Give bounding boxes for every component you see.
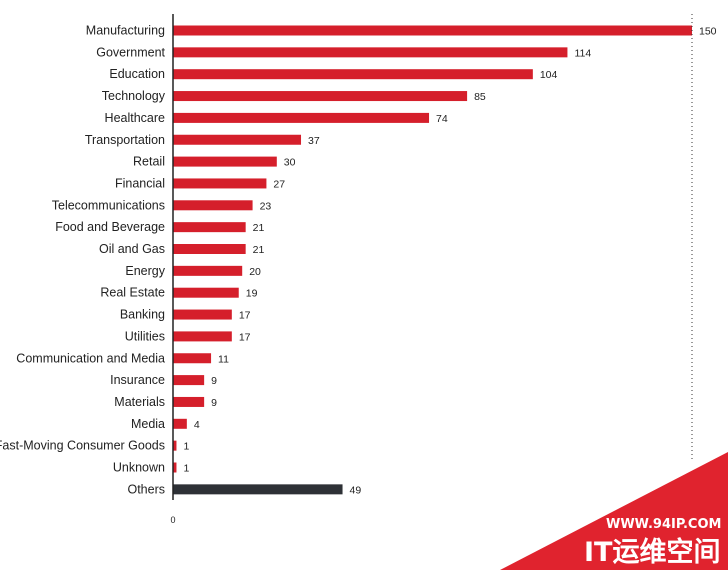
category-label: Transportation [85,133,165,147]
value-label: 23 [260,200,272,212]
bar [173,287,239,298]
value-label: 1 [183,441,189,453]
category-label: Banking [120,308,165,322]
category-label: Materials [114,395,165,409]
value-label: 19 [246,288,258,300]
category-label: Others [127,482,165,496]
value-label: 150 [699,26,717,38]
category-label: Fast-Moving Consumer Goods [0,439,165,453]
value-label: 85 [474,91,486,103]
value-label: 49 [350,484,362,496]
bar [173,222,246,233]
value-label: 74 [436,113,448,125]
value-label: 11 [218,353,229,365]
value-label: 9 [211,397,217,409]
category-label: Communication and Media [16,351,165,365]
value-label: 21 [253,222,265,234]
value-label: 20 [249,266,261,278]
category-label: Media [131,417,165,431]
bar [173,112,430,123]
value-label: 1 [183,463,189,475]
category-label: Education [109,67,165,81]
value-label: 17 [239,331,251,343]
bar [173,134,302,145]
bar [173,309,232,320]
bar [173,331,232,342]
value-label: 104 [540,69,558,81]
category-label: Healthcare [105,111,165,125]
category-label: Financial [115,176,165,190]
bar [173,91,468,102]
category-label: Insurance [110,373,165,387]
value-label: 17 [239,310,251,322]
bar [173,156,277,167]
category-label: Technology [102,89,166,103]
bar [173,25,692,36]
bar [173,69,533,80]
bar [173,375,205,386]
x-axis-ticks: 0 [170,515,175,525]
bar [173,484,343,495]
category-label: Energy [125,264,165,278]
category-label: Oil and Gas [99,242,165,256]
value-label: 114 [574,47,591,59]
bar [173,440,177,451]
bar [173,353,212,364]
category-label: Unknown [113,461,165,475]
category-label: Government [96,45,165,59]
category-label: Telecommunications [52,198,165,212]
watermark-triangle [500,452,728,570]
value-label: 27 [273,178,285,190]
x-tick-label: 0 [170,515,175,525]
bar [173,244,246,254]
watermark-text: IT运维空间 [584,536,720,568]
bar [173,418,187,429]
watermark: WWW.94IP.COM IT运维空间 [500,452,728,570]
value-label: 37 [308,135,320,147]
value-label: 4 [194,419,200,431]
bar [173,178,267,189]
bar [173,462,177,473]
value-label: 21 [253,244,265,256]
watermark-url: WWW.94IP.COM [606,517,721,532]
category-label: Utilities [125,329,165,343]
category-label: Manufacturing [86,24,165,38]
category-label: Real Estate [100,286,165,300]
bar [173,265,243,276]
bar [173,47,568,58]
category-label: Food and Beverage [55,220,165,234]
value-label: 9 [211,375,217,387]
bar [173,396,205,407]
value-label: 30 [284,157,296,169]
bar [173,200,253,211]
category-label: Retail [133,155,165,169]
